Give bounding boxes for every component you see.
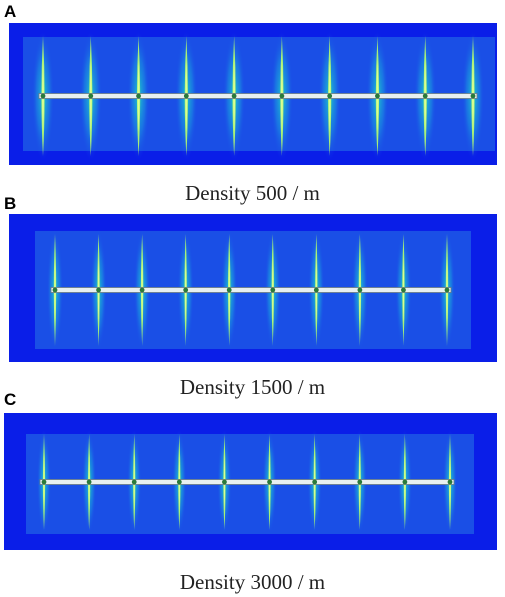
- perforation-point: [226, 287, 232, 293]
- perforation-point: [279, 93, 285, 99]
- perforation-point: [96, 287, 101, 293]
- perforation-point: [444, 287, 450, 293]
- perforation-point: [327, 93, 333, 99]
- perforation-point: [401, 287, 406, 293]
- wellbore: [39, 479, 455, 485]
- density-caption: Density 500 / m: [185, 181, 320, 205]
- perforation-point: [222, 479, 227, 485]
- perforation-point: [183, 287, 189, 293]
- simulation-image: [4, 413, 497, 550]
- simulation-image: [9, 214, 497, 362]
- perforation-point: [136, 93, 141, 99]
- panel-letter: A: [4, 2, 17, 21]
- perforation-point: [40, 93, 46, 99]
- perforation-point: [183, 93, 189, 99]
- perforation-point: [231, 93, 237, 99]
- density-caption: Density 1500 / m: [179, 375, 326, 399]
- panel-letter: B: [4, 194, 17, 213]
- perforation-point: [402, 479, 408, 485]
- perforation-point: [131, 479, 137, 485]
- density-caption: Density 3000 / m: [179, 570, 326, 594]
- perforation-point: [267, 479, 272, 485]
- perforation-point: [270, 287, 276, 293]
- perforation-point: [86, 479, 92, 485]
- perforation-point: [88, 93, 94, 99]
- perforation-point: [357, 287, 363, 293]
- perforation-point: [470, 93, 476, 99]
- perforation-point: [52, 287, 58, 293]
- panel-letter: C: [4, 390, 17, 409]
- perforation-point: [422, 93, 428, 99]
- perforation-point: [357, 479, 363, 485]
- simulation-image: [9, 23, 497, 165]
- perforation-point: [375, 93, 380, 99]
- wellbore: [50, 287, 452, 293]
- perforation-point: [312, 479, 318, 485]
- perforation-point: [176, 479, 182, 485]
- perforation-point: [41, 479, 47, 485]
- wellbore: [38, 93, 478, 99]
- perforation-point: [139, 287, 145, 293]
- perforation-point: [313, 287, 319, 293]
- perforation-point: [447, 479, 453, 485]
